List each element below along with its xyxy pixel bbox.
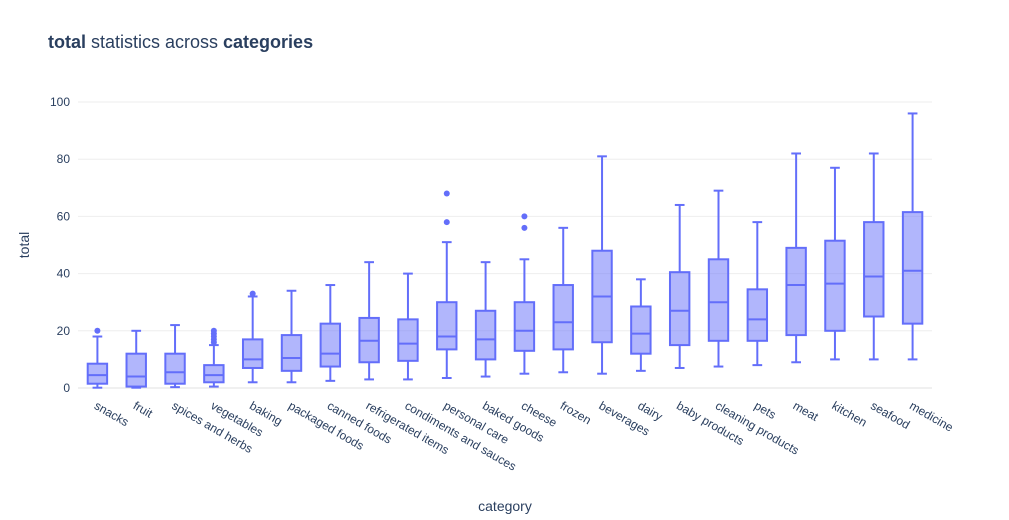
box-personal-care (436, 190, 458, 379)
box-kitchen (824, 166, 846, 361)
x-axis-ticks: snacks fruit spices and herbsvegetablesbak… (92, 398, 956, 473)
y-axis-title: total (16, 232, 32, 258)
box-refrigerated-items (358, 261, 380, 381)
y-tick-label: 100 (50, 95, 70, 109)
iqr-box (164, 352, 186, 385)
box-pets (746, 221, 769, 367)
iqr-box (513, 301, 536, 352)
iqr-box (901, 211, 924, 325)
iqr-box (863, 221, 885, 318)
box-vegetables (203, 327, 225, 388)
box-medicine (901, 112, 924, 361)
box-beverages (591, 155, 613, 375)
iqr-box (280, 334, 303, 372)
box-spices-and-herbs (164, 324, 186, 389)
x-tick-label: frozen (558, 398, 594, 427)
iqr-box (630, 305, 652, 355)
y-tick-label: 20 (57, 324, 71, 338)
iqr-box (668, 271, 691, 347)
x-tick-label: kitchen (829, 398, 869, 429)
x-tick-label: fruit (131, 398, 156, 420)
chart-title-bold-2: categories (223, 32, 313, 52)
x-tick-label: medicine (907, 398, 956, 434)
box-frozen (552, 226, 574, 374)
iqr-box (474, 309, 497, 361)
iqr-box (746, 288, 769, 342)
box-dairy (630, 278, 652, 372)
box-cheese (513, 213, 536, 375)
box-canned-foods (319, 284, 342, 382)
outlier-point (521, 224, 528, 231)
iqr-box (319, 322, 342, 368)
outlier-point (94, 327, 101, 334)
outlier-point (249, 290, 256, 297)
y-tick-label: 0 (63, 381, 70, 395)
gridlines (78, 101, 932, 389)
iqr-box (552, 284, 574, 351)
outlier-point (443, 190, 450, 197)
iqr-box (125, 352, 147, 388)
box-condiments-and-sauces (397, 272, 419, 381)
iqr-box (436, 301, 458, 351)
box-fruit (125, 329, 147, 389)
outlier-point (210, 327, 217, 334)
x-tick-label: meat (791, 398, 822, 424)
y-tick-label: 60 (57, 209, 71, 223)
x-tick-label: seafood (868, 398, 912, 431)
chart-title-middle: statistics across (86, 32, 223, 52)
box-baked-goods (474, 261, 497, 378)
box-baking (241, 290, 264, 384)
box-packaged-foods (280, 289, 303, 384)
box-snacks (86, 327, 109, 389)
chart-title: total statistics across categories (48, 32, 313, 52)
iqr-box (707, 258, 730, 342)
iqr-box (397, 318, 419, 362)
outlier-point (521, 213, 528, 220)
iqr-box (785, 246, 807, 337)
iqr-box (824, 239, 846, 332)
iqr-box (241, 338, 264, 369)
y-tick-label: 40 (57, 267, 71, 281)
box-series (86, 112, 924, 389)
outlier-point (443, 219, 450, 226)
box-meat (785, 152, 807, 364)
chart-title-bold-1: total (48, 32, 86, 52)
y-tick-label: 80 (57, 152, 71, 166)
iqr-box (203, 364, 225, 384)
y-axis-ticks: 0 20 40 60 80 100 (50, 95, 70, 395)
x-tick-label: snacks (92, 398, 131, 429)
box-cleaning-products (707, 189, 730, 368)
box-baby-products (668, 203, 691, 369)
iqr-box (86, 362, 109, 385)
box-seafood (863, 152, 885, 361)
x-axis-title: category (478, 498, 532, 514)
